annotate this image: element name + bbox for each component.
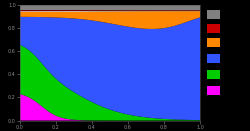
FancyBboxPatch shape [207, 54, 220, 63]
FancyBboxPatch shape [207, 86, 220, 95]
FancyBboxPatch shape [207, 10, 220, 19]
FancyBboxPatch shape [207, 24, 220, 33]
FancyBboxPatch shape [207, 37, 220, 47]
FancyBboxPatch shape [207, 70, 220, 79]
